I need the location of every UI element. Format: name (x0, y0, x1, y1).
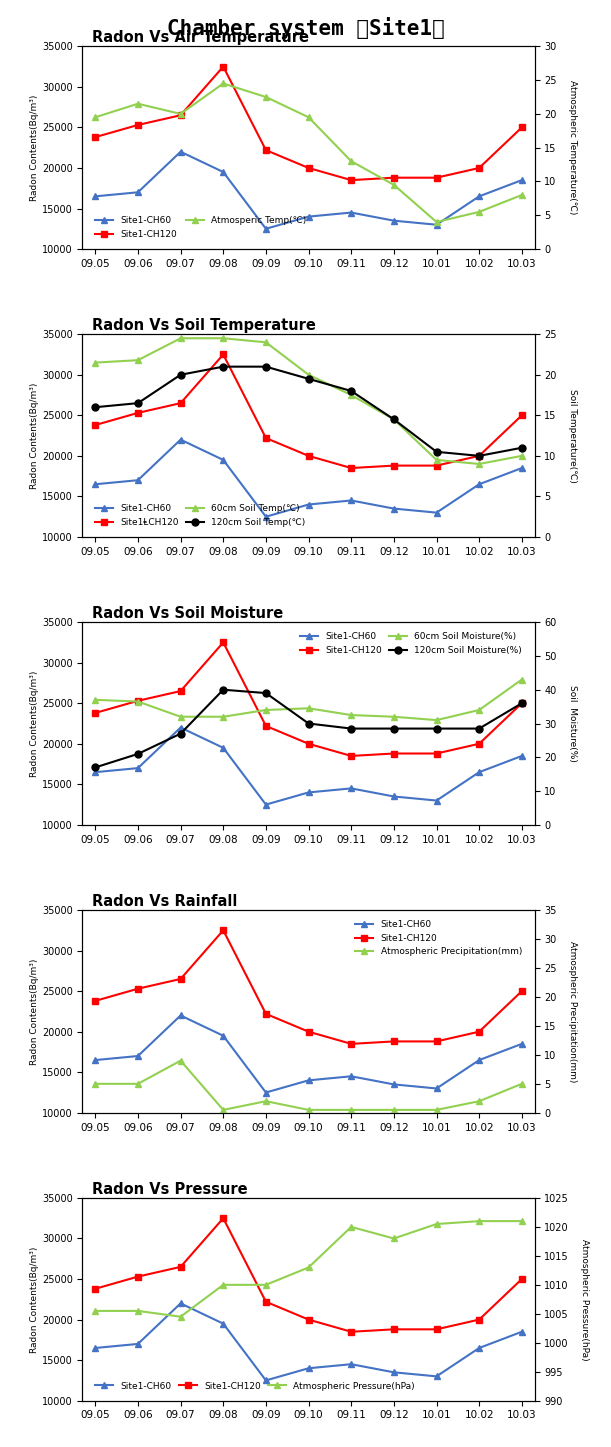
Text: Radon Vs Soil Moisture: Radon Vs Soil Moisture (92, 606, 283, 621)
Legend: Site1-CH60, Site1-CH120, 60cm Soil Moisture(%), 120cm Soil Moisture(%): Site1-CH60, Site1-CH120, 60cm Soil Moist… (296, 628, 525, 658)
Y-axis label: Atmospheric Pressure(hPa): Atmospheric Pressure(hPa) (580, 1239, 589, 1360)
Text: Radon Vs Air Temperature: Radon Vs Air Temperature (92, 30, 309, 45)
Text: Radon Vs Soil Temperature: Radon Vs Soil Temperature (92, 318, 315, 333)
Y-axis label: Soil  Moisture(%): Soil Moisture(%) (568, 684, 577, 763)
Y-axis label: Atmospheric Temperature(℃): Atmospheric Temperature(℃) (568, 81, 577, 214)
Y-axis label: Radon Contents(Bq/m³): Radon Contents(Bq/m³) (30, 958, 39, 1065)
Text: Chamber system （Site1）: Chamber system （Site1） (167, 17, 444, 39)
Text: Radon Vs Pressure: Radon Vs Pressure (92, 1182, 247, 1197)
Legend: Site1-CH60, Site1-CH120, Atmospheric Precipitation(mm): Site1-CH60, Site1-CH120, Atmospheric Pre… (352, 916, 525, 959)
Y-axis label: Atmospheric Precipitation(mm): Atmospheric Precipitation(mm) (568, 941, 577, 1082)
Y-axis label: Radon Contents(Bq/m³): Radon Contents(Bq/m³) (30, 1246, 39, 1353)
Y-axis label: Radon Contents(Bq/m³): Radon Contents(Bq/m³) (30, 670, 39, 777)
Y-axis label: Soil Temperature(℃): Soil Temperature(℃) (568, 389, 577, 482)
Legend: Site1-CH60, Site1-CH120, Atmosperic Temp(℃): Site1-CH60, Site1-CH120, Atmosperic Temp… (92, 213, 310, 243)
Y-axis label: Radon Contents(Bq/m³): Radon Contents(Bq/m³) (30, 94, 39, 201)
Legend: Site1-CH60, Site1-CH120, Atmospheric Pressure(hPa): Site1-CH60, Site1-CH120, Atmospheric Pre… (92, 1378, 419, 1393)
Legend: Site1-CH60, Site1ⱠCH120, 60cm Soil Temp(℃), 120cm Soil Temp(℃): Site1-CH60, Site1ⱠCH120, 60cm Soil Temp(… (92, 501, 309, 531)
Y-axis label: Radon Contents(Bq/m³): Radon Contents(Bq/m³) (30, 382, 39, 489)
Text: Radon Vs Rainfall: Radon Vs Rainfall (92, 894, 237, 909)
